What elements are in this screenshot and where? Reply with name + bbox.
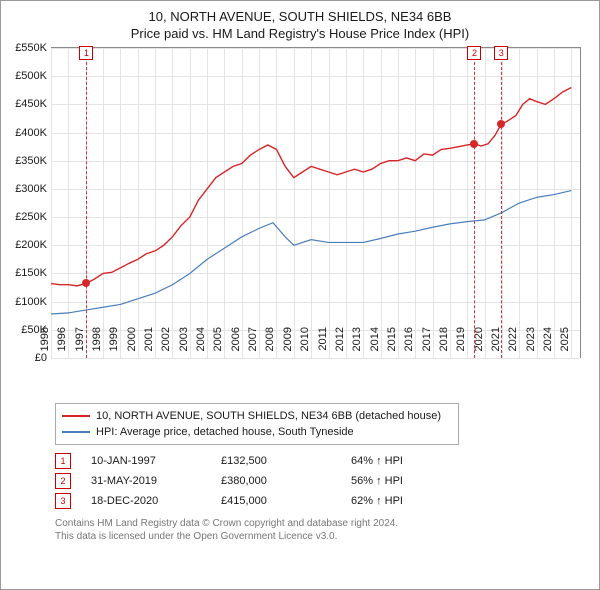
x-axis-label: 1997 [74,327,86,361]
chart-area: £0£50K£100K£150K£200K£250K£300K£350K£400… [51,47,581,397]
legend-swatch [62,415,90,417]
x-axis-label: 1996 [56,327,68,361]
x-axis-label: 2019 [455,327,467,361]
x-axis-label: 2010 [299,327,311,361]
y-axis-label: £100K [15,296,51,308]
x-axis-label: 2002 [160,327,172,361]
x-axis-label: 2013 [351,327,363,361]
event-row: 3 18-DEC-2020£415,00062% ↑ HPI [55,491,585,511]
chart-title-line2: Price paid vs. HM Land Registry's House … [11,26,589,41]
x-axis-label: 2000 [126,327,138,361]
event-hpi: 64% ↑ HPI [351,455,471,467]
x-axis-label: 2007 [247,327,259,361]
x-axis-label: 2008 [264,327,276,361]
event-vertical-line [501,62,502,358]
legend-label: HPI: Average price, detached house, Sout… [96,426,354,438]
x-axis-label: 2023 [525,327,537,361]
event-number: 3 [55,493,71,509]
x-axis-label: 2025 [559,327,571,361]
event-dot [497,120,505,128]
event-dot [470,140,478,148]
x-axis-label: 2024 [542,327,554,361]
y-axis-label: £250K [15,211,51,223]
event-marker-box: 2 [467,46,481,60]
x-axis-label: 2003 [178,327,190,361]
event-hpi: 56% ↑ HPI [351,475,471,487]
event-row: 1 10-JAN-1997£132,50064% ↑ HPI [55,451,585,471]
x-axis-label: 2005 [212,327,224,361]
plot-area: £0£50K£100K£150K£200K£250K£300K£350K£400… [51,47,581,358]
y-axis-label: £300K [15,183,51,195]
series-line [51,191,571,314]
y-axis-label: £400K [15,127,51,139]
event-marker-box: 3 [494,46,508,60]
legend-label: 10, NORTH AVENUE, SOUTH SHIELDS, NE34 6B… [96,410,441,422]
event-price: £415,000 [221,495,351,507]
x-axis-label: 1995 [39,327,51,361]
x-axis-label: 1999 [108,327,120,361]
event-price: £132,500 [221,455,351,467]
x-axis-label: 2006 [230,327,242,361]
event-number: 2 [55,473,71,489]
chart-frame: 10, NORTH AVENUE, SOUTH SHIELDS, NE34 6B… [0,0,600,590]
y-axis-label: £550K [15,42,51,54]
x-axis-label: 2018 [438,327,450,361]
x-axis-label: 2015 [386,327,398,361]
y-axis-label: £450K [15,98,51,110]
series-line [51,87,571,285]
event-hpi: 62% ↑ HPI [351,495,471,507]
y-axis-label: £150K [15,267,51,279]
y-axis-label: £200K [15,239,51,251]
x-axis-label: 2001 [143,327,155,361]
event-dot [82,279,90,287]
footer-line1: Contains HM Land Registry data © Crown c… [55,517,585,530]
legend-row: 10, NORTH AVENUE, SOUTH SHIELDS, NE34 6B… [62,408,452,424]
event-vertical-line [474,62,475,358]
legend-swatch [62,431,90,433]
x-axis-label: 2004 [195,327,207,361]
y-axis-label: £500K [15,70,51,82]
x-axis-label: 2021 [490,327,502,361]
x-axis-label: 2022 [507,327,519,361]
chart-title-line1: 10, NORTH AVENUE, SOUTH SHIELDS, NE34 6B… [11,9,589,24]
event-marker-box: 1 [79,46,93,60]
event-number: 1 [55,453,71,469]
footer-attribution: Contains HM Land Registry data © Crown c… [55,517,585,543]
events-table: 1 10-JAN-1997£132,50064% ↑ HPI 2 31-MAY-201… [55,451,585,511]
event-price: £380,000 [221,475,351,487]
legend: 10, NORTH AVENUE, SOUTH SHIELDS, NE34 6B… [55,403,459,445]
x-axis-label: 2014 [369,327,381,361]
event-date: 10-JAN-1997 [91,455,221,467]
x-axis-label: 2009 [282,327,294,361]
event-date: 18-DEC-2020 [91,495,221,507]
x-axis-label: 2017 [421,327,433,361]
x-axis-label: 2016 [403,327,415,361]
y-axis-label: £350K [15,155,51,167]
legend-row: HPI: Average price, detached house, Sout… [62,424,452,440]
x-axis-label: 1998 [91,327,103,361]
event-vertical-line [86,62,87,358]
event-date: 31-MAY-2019 [91,475,221,487]
x-axis-label: 2012 [334,327,346,361]
x-axis-label: 2011 [317,327,329,361]
footer-line2: This data is licensed under the Open Gov… [55,530,585,543]
event-row: 2 31-MAY-2019£380,00056% ↑ HPI [55,471,585,491]
